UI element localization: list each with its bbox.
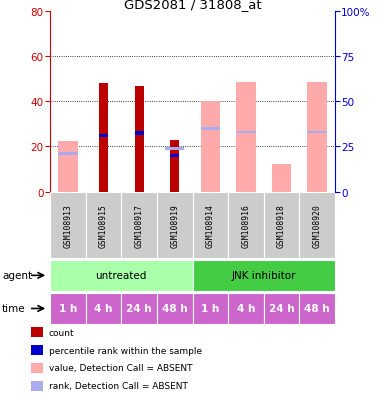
Text: percentile rank within the sample: percentile rank within the sample [49,346,202,355]
Text: 1 h: 1 h [59,304,77,314]
Bar [201,128,220,131]
Text: 24 h: 24 h [269,304,295,314]
Bar [170,154,179,158]
Text: GSM108917: GSM108917 [135,203,144,247]
Bar [99,84,108,192]
Bar [192,293,228,324]
Text: 1 h: 1 h [201,304,219,314]
Text: agent: agent [2,271,32,281]
Bar [236,131,256,134]
Bar [264,293,300,324]
Bar [307,131,327,134]
Bar [157,293,192,324]
Text: GSM108920: GSM108920 [313,203,321,247]
Bar [192,260,335,291]
Bar [58,142,78,192]
Bar [236,83,256,192]
Text: time: time [2,304,25,314]
Bar [307,83,327,192]
Text: 24 h: 24 h [126,304,152,314]
Title: GDS2081 / 31808_at: GDS2081 / 31808_at [124,0,261,11]
Text: 4 h: 4 h [94,304,113,314]
Text: GSM108913: GSM108913 [64,203,72,247]
Bar [272,165,291,192]
Text: 48 h: 48 h [162,304,187,314]
Bar [170,140,179,192]
Bar [135,86,144,192]
Text: value, Detection Call = ABSENT: value, Detection Call = ABSENT [49,363,192,373]
Text: count: count [49,328,75,337]
Bar [300,192,335,258]
Text: GSM108914: GSM108914 [206,203,215,247]
Bar [135,132,144,135]
Bar [58,153,78,156]
Bar [85,192,121,258]
Bar [228,293,264,324]
Bar [121,192,157,258]
Bar [99,134,108,138]
Text: rank, Detection Call = ABSENT: rank, Detection Call = ABSENT [49,381,188,390]
Text: GSM108915: GSM108915 [99,203,108,247]
Bar [50,293,85,324]
Bar [264,192,300,258]
Text: GSM108916: GSM108916 [241,203,250,247]
Text: GSM108919: GSM108919 [170,203,179,247]
Text: 4 h: 4 h [237,304,255,314]
Bar [157,192,192,258]
Bar [300,293,335,324]
Bar [121,293,157,324]
Text: JNK inhibitor: JNK inhibitor [231,271,296,281]
Text: untreated: untreated [95,271,147,281]
Bar [165,147,184,150]
Text: GSM108918: GSM108918 [277,203,286,247]
Bar [50,260,192,291]
Text: 48 h: 48 h [304,304,330,314]
Bar [192,192,228,258]
Bar [50,192,85,258]
Bar [228,192,264,258]
Bar [85,293,121,324]
Bar [201,102,220,192]
